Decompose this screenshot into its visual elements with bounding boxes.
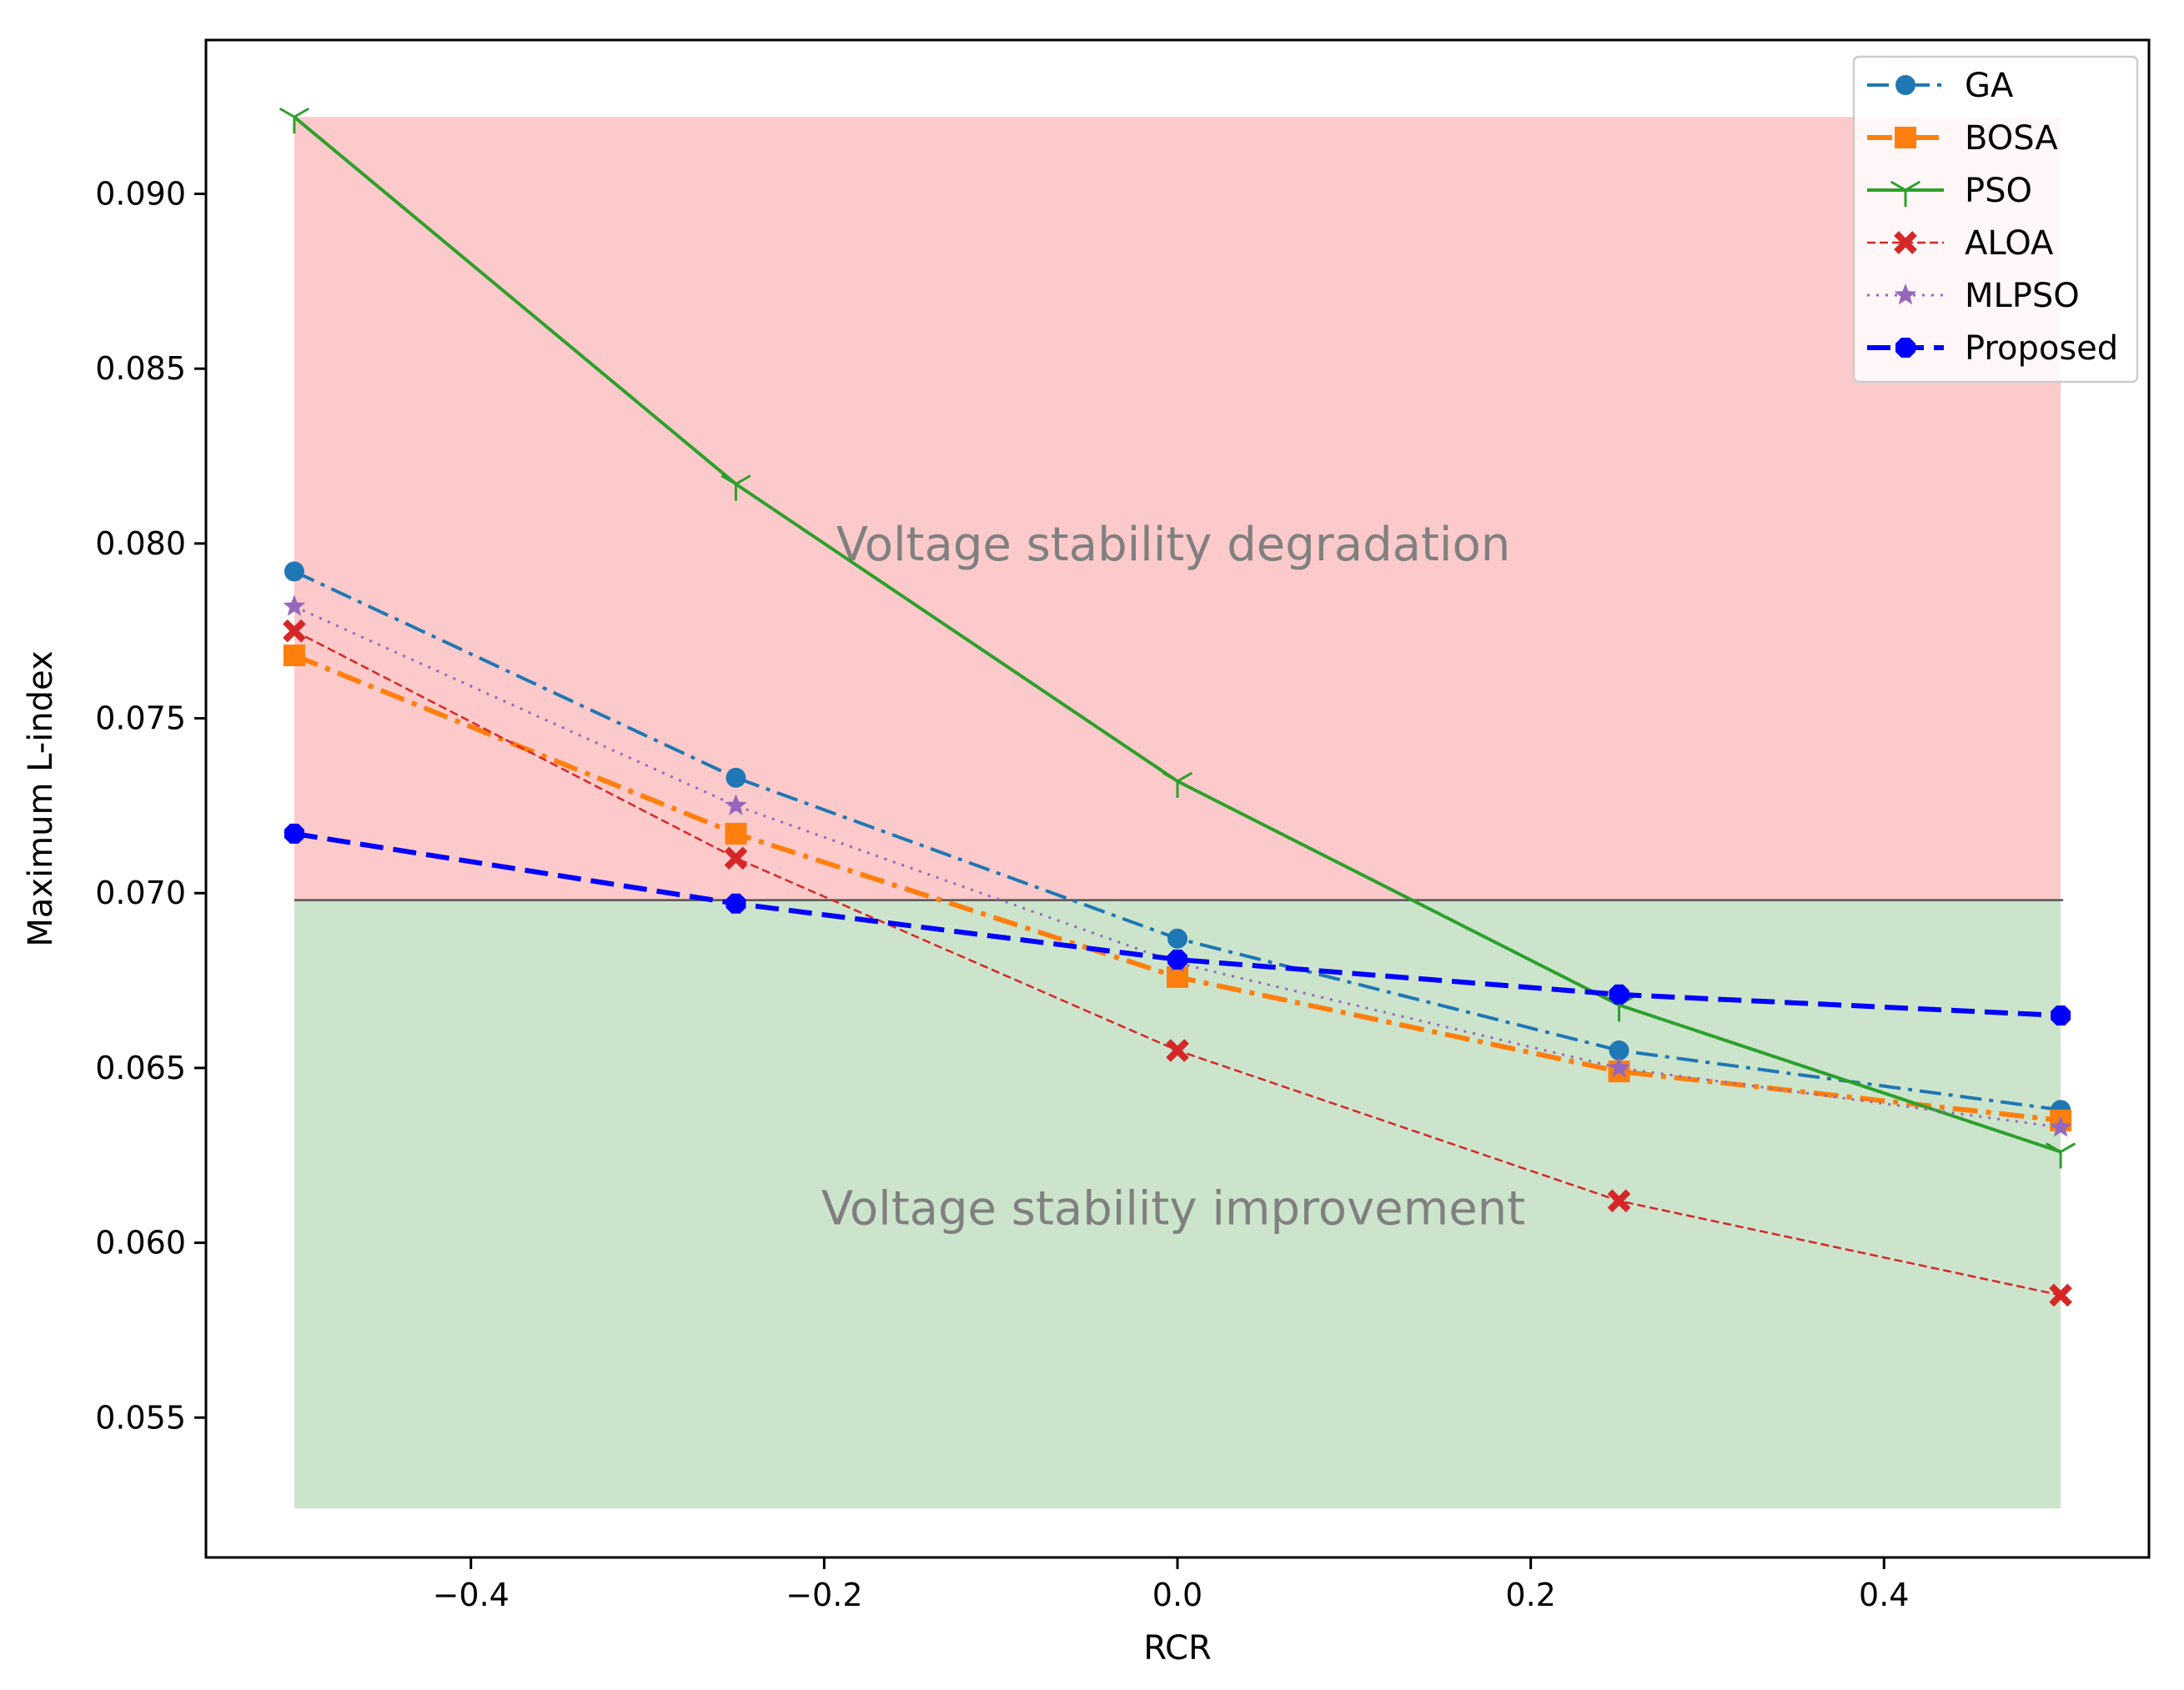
data-point-mlpso-3 [1608,1056,1630,1078]
data-point-pso-0 [279,107,309,134]
legend-marker-pso [1890,180,1921,207]
region-label-degradation: Voltage stability degradation [836,518,1510,572]
legend-marker-ga [1895,75,1915,95]
y-tick-label: 0.065 [95,1050,186,1086]
legend-item-proposed: Proposed [1867,329,2118,368]
y-tick-label: 0.075 [95,700,186,737]
data-point-aloa-1 [724,846,748,870]
y-axis-label: Maximum L-index [22,650,60,946]
data-point-mlpso-0 [283,594,306,616]
data-point-ga-0 [284,561,304,582]
x-tick-label: 0.2 [1505,1577,1555,1613]
data-point-aloa-3 [1607,1189,1631,1213]
data-point-aloa-0 [283,619,306,643]
series-bosa [283,644,2072,1131]
legend: GA BOSA PSO ALOA MLPSO Proposed [1852,55,2139,384]
data-point-proposed-3 [1609,984,1629,1005]
legend-label-proposed: Proposed [1965,329,2118,368]
legend-label-ga: GA [1965,67,2014,105]
data-point-proposed-4 [2051,1005,2071,1026]
data-point-bosa-1 [725,822,747,845]
legend-marker-mlpso [1894,283,1917,305]
data-point-pso-1 [720,474,751,501]
data-point-ga-1 [725,767,746,788]
series-aloa [283,619,2072,1307]
y-tick-label: 0.080 [95,525,186,562]
regions-layer [294,117,2064,1509]
x-tick-label: 0.4 [1859,1577,1909,1613]
series-layer [279,107,2076,1307]
data-point-aloa-2 [1166,1039,1189,1062]
y-tick-label: 0.055 [95,1399,186,1436]
data-point-pso-2 [1162,771,1193,799]
y-tick-label: 0.070 [95,875,186,911]
series-line-mlpso [294,605,2061,1129]
legend-marker-aloa [1894,231,1917,254]
data-point-proposed-2 [1167,949,1187,970]
data-point-mlpso-1 [725,794,747,815]
legend-item-ga: GA [1867,67,2014,105]
legend-label-aloa: ALOA [1965,224,2054,263]
region-degradation [294,117,2061,900]
legend-label-mlpso: MLPSO [1965,277,2080,315]
legend-item-aloa: ALOA [1867,224,2054,263]
data-point-aloa-4 [2049,1283,2072,1307]
series-proposed [284,823,2071,1026]
x-axis-label: RCR [1143,1629,1212,1667]
legend-item-mlpso: MLPSO [1867,277,2080,315]
legend-item-pso: PSO [1867,172,2032,210]
y-tick-label: 0.085 [95,350,186,387]
data-point-bosa-0 [283,644,305,667]
y-tick-label: 0.090 [95,176,186,213]
x-tick-label: −0.4 [433,1577,510,1613]
x-tick-label: 0.0 [1152,1577,1202,1613]
legend-marker-bosa [1895,127,1916,148]
legend-marker-proposed [1895,338,1915,358]
data-point-pso-4 [2046,1142,2076,1169]
data-point-ga-3 [1609,1040,1629,1061]
data-point-proposed-0 [284,823,304,844]
region-labels-layer: Voltage stability degradation Voltage sta… [821,518,1525,1236]
region-label-improvement: Voltage stability improvement [821,1182,1525,1236]
legend-item-bosa: BOSA [1867,119,2058,158]
legend-label-bosa: BOSA [1965,119,2058,158]
data-point-ga-2 [1167,928,1187,949]
x-tick-label: −0.2 [786,1577,862,1613]
legend-label-pso: PSO [1965,172,2032,210]
data-point-bosa-2 [1167,965,1188,988]
series-pso [279,107,2076,1169]
axes-layer: −0.4 −0.2 0.0 0.2 0.4 0.055 0.060 0.065 0.070 0.0… [95,176,1909,1613]
data-point-proposed-1 [725,893,746,914]
y-tick-label: 0.060 [95,1225,186,1261]
data-point-mlpso-4 [2049,1116,2072,1137]
series-line-proposed [294,830,2061,1018]
